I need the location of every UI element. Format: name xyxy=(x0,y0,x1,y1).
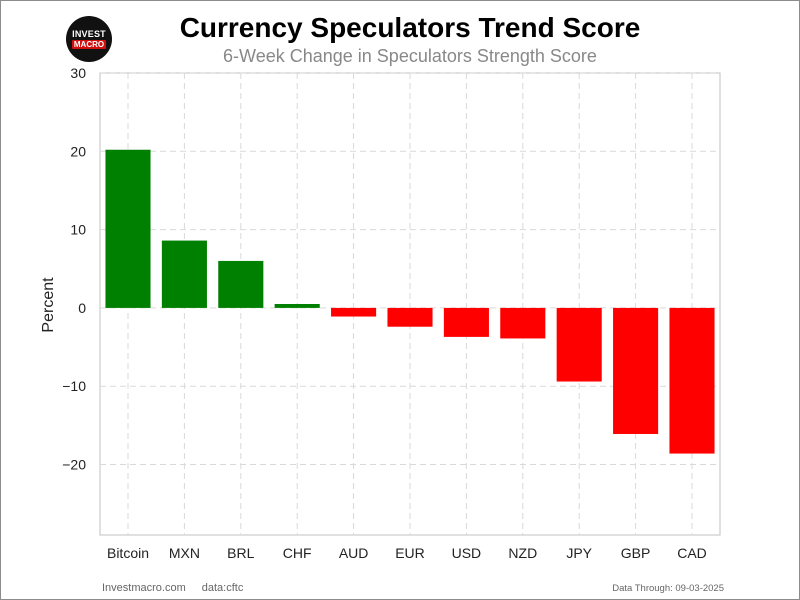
y-axis-label: Percent xyxy=(40,277,57,333)
footer-credits: Investmacro.com data:cftc xyxy=(102,582,259,594)
bar-aud xyxy=(331,307,377,317)
bar-nzd xyxy=(500,307,546,339)
bars xyxy=(105,149,715,454)
y-tick-label: 10 xyxy=(70,222,86,238)
chart-subtitle: 6-Week Change in Speculators Strength Sc… xyxy=(223,46,597,66)
bar-bitcoin xyxy=(105,149,151,308)
chart-title: Currency Speculators Trend Score xyxy=(179,12,641,43)
x-tick-label: AUD xyxy=(339,545,369,561)
y-tick-label: 30 xyxy=(70,65,86,81)
y-tick-label: 0 xyxy=(78,300,86,316)
x-tick-label: NZD xyxy=(508,545,537,561)
bar-cad xyxy=(669,307,715,454)
x-tick-label: BRL xyxy=(227,545,254,561)
logo-text-bottom: MACRO xyxy=(71,40,107,49)
logo-text-top: INVEST xyxy=(72,29,106,39)
x-tick-label: Bitcoin xyxy=(107,545,149,561)
y-tick-label: −20 xyxy=(62,457,86,473)
footer-site: Investmacro.com xyxy=(102,582,186,594)
x-tick-label: MXN xyxy=(169,545,200,561)
x-tick-label: GBP xyxy=(621,545,651,561)
bar-mxn xyxy=(161,240,207,308)
bar-eur xyxy=(387,307,433,327)
y-tick-label: 20 xyxy=(70,143,86,159)
x-tick-label: CAD xyxy=(677,545,707,561)
x-tick-labels: Bitcoin MXN BRL CHF AUD EUR USD NZD JPY GBP CAD xyxy=(107,545,707,561)
footer-data-through: Data Through: 09-03-2025 xyxy=(612,583,724,594)
bar-chf xyxy=(274,304,320,308)
investmacro-logo: INVEST MACRO xyxy=(66,16,112,62)
bar-gbp xyxy=(613,307,659,434)
bar-usd xyxy=(443,307,489,337)
bar-brl xyxy=(218,260,264,308)
y-tick-labels: 30 20 10 0 −10 −20 xyxy=(62,65,86,473)
x-tick-label: CHF xyxy=(283,545,312,561)
x-tick-label: EUR xyxy=(395,545,425,561)
footer-source: data:cftc xyxy=(201,582,244,594)
bar-jpy xyxy=(556,307,602,382)
y-tick-label: −10 xyxy=(62,378,86,394)
x-tick-label: JPY xyxy=(566,545,592,561)
x-tick-label: USD xyxy=(452,545,482,561)
